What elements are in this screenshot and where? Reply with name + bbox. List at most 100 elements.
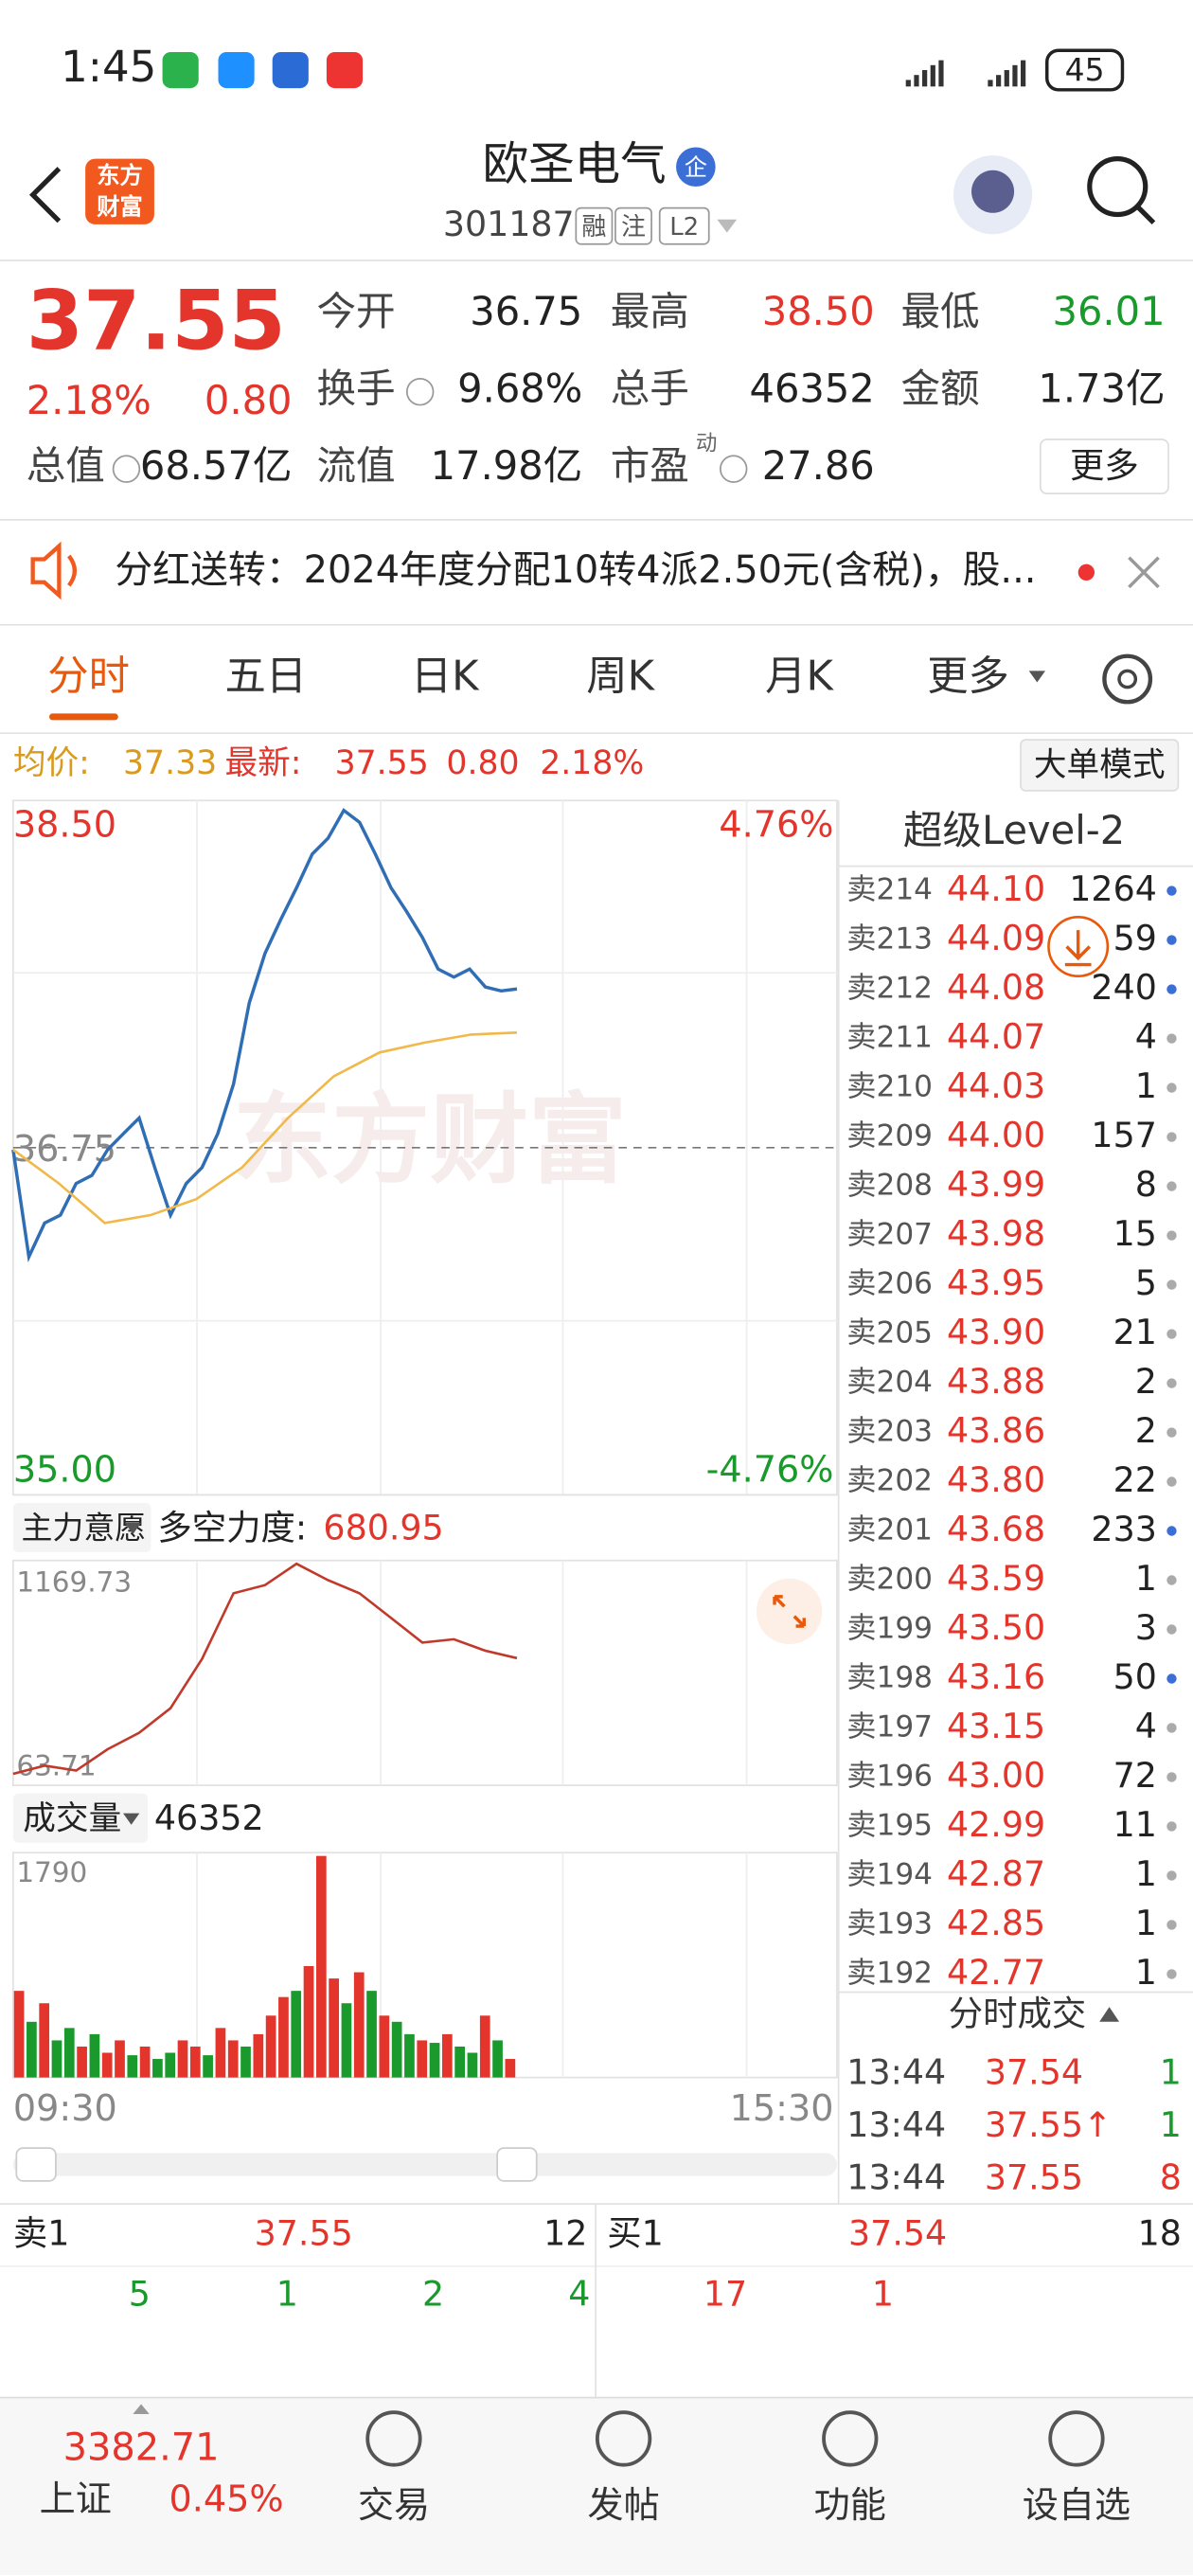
- field-value: 36.01: [1053, 288, 1166, 334]
- caret: [122, 1813, 140, 1825]
- back-button[interactable]: [28, 167, 62, 224]
- ask-dot: [1166, 1427, 1177, 1438]
- ask-price: 43.95: [947, 1262, 1045, 1303]
- volume-bar: [227, 2040, 239, 2078]
- ask-label: 卖200: [846, 1563, 933, 1597]
- volume-bar: [240, 2046, 251, 2078]
- volume-bar: [203, 2055, 213, 2078]
- ask-volume: 72: [1113, 1755, 1157, 1796]
- tag: L2: [669, 213, 699, 242]
- ask-price: 43.98: [947, 1213, 1045, 1254]
- expand-button[interactable]: [756, 1578, 823, 1645]
- nav-icon[interactable]: [1048, 2410, 1105, 2467]
- signal-bar: [905, 80, 911, 87]
- ask-price: 43.16: [947, 1656, 1045, 1697]
- chart-frame: [11, 1559, 838, 1787]
- ask-dot: [1166, 1181, 1177, 1191]
- volume-bar: [278, 1996, 289, 2078]
- ask-dot: [1166, 1575, 1177, 1585]
- ask-dot: [1166, 1723, 1177, 1733]
- nav-item: 设自选: [1023, 2484, 1131, 2526]
- nav-icon[interactable]: [822, 2410, 879, 2467]
- notice-dot: [1077, 564, 1095, 581]
- volume-bar: [366, 1991, 377, 2078]
- expand-icon: [773, 1595, 806, 1628]
- label: 1:45: [61, 42, 156, 92]
- nav-icon[interactable]: [595, 2410, 652, 2467]
- queue-volume: 1: [276, 2274, 298, 2315]
- bottom-nav: [0, 2397, 1193, 2575]
- settings-icon[interactable]: [1102, 653, 1153, 705]
- volume-bar: [139, 2046, 151, 2078]
- ask-label: 卖202: [846, 1464, 933, 1498]
- badge: [676, 147, 716, 188]
- tab: 更多: [927, 653, 1009, 701]
- x-tick-label: 15:30: [730, 2087, 834, 2129]
- ask-dot: [1166, 984, 1177, 994]
- label: 多空力度:: [157, 1507, 307, 1547]
- ask-label: 卖207: [846, 1218, 933, 1252]
- caret-up: [133, 2404, 150, 2414]
- ask-label: 卖208: [846, 1169, 933, 1203]
- download-icon: [1064, 930, 1092, 967]
- nav-icon[interactable]: [365, 2410, 422, 2467]
- queue-volume: 4: [568, 2274, 590, 2315]
- ask-volume: 22: [1113, 1459, 1157, 1500]
- mode-button[interactable]: [1020, 739, 1180, 792]
- more-button[interactable]: [1039, 438, 1169, 495]
- search-icon[interactable]: [1087, 155, 1148, 218]
- panel-title: 分时成交: [949, 1993, 1087, 2033]
- volume-bar: [253, 2033, 264, 2078]
- volume-bar: [391, 2021, 402, 2078]
- volume-bar: [13, 1991, 25, 2078]
- label: 0.80: [446, 744, 519, 782]
- field-value: 27.86: [762, 442, 875, 489]
- trade-volume: 1: [1160, 2052, 1182, 2093]
- ask-volume: 4: [1135, 1706, 1157, 1746]
- ask-label: 卖201: [846, 1513, 933, 1547]
- volume-bar: [265, 2015, 276, 2078]
- ask-price: 43.86: [947, 1410, 1045, 1451]
- ask-dot: [1166, 1821, 1177, 1832]
- trade-price: 37.55↑: [985, 2104, 1113, 2145]
- tab: 周K: [586, 653, 655, 701]
- label: 37.54: [848, 2213, 947, 2254]
- label: 37.55: [255, 2213, 353, 2254]
- field-label: 换手: [316, 366, 395, 412]
- label: 动: [696, 432, 718, 456]
- ask-volume: 5: [1135, 1262, 1157, 1303]
- volume-bar: [177, 2040, 188, 2078]
- index-value: 3382.71: [63, 2426, 220, 2470]
- ask-dot: [1166, 1082, 1177, 1093]
- indicator-select[interactable]: [12, 1503, 151, 1553]
- scroll-handle[interactable]: [15, 2147, 57, 2182]
- tab: 分时: [47, 653, 130, 701]
- tag: 融: [581, 213, 606, 242]
- ask-dot: [1166, 1476, 1177, 1487]
- x-tick-label: 09:30: [13, 2087, 117, 2129]
- tag-box: [575, 206, 614, 245]
- label: 680.95: [323, 1507, 443, 1547]
- field-value: 1.73亿: [1038, 366, 1165, 412]
- field-value: 17.98亿: [431, 442, 583, 489]
- volume-bar: [404, 2033, 415, 2078]
- ask-label: 卖199: [846, 1611, 933, 1645]
- volume-bar: [27, 2021, 37, 2078]
- y-tick-label: 1790: [16, 1856, 87, 1888]
- label: 买1: [607, 2213, 664, 2254]
- label: 成交量: [23, 1800, 121, 1838]
- close-icon[interactable]: [1128, 556, 1160, 589]
- volume-select[interactable]: [12, 1793, 148, 1843]
- ask-volume: 2: [1135, 1410, 1157, 1451]
- caret: [124, 1522, 142, 1534]
- ask-dot: [1166, 1526, 1177, 1536]
- trade-time: 13:44: [846, 2157, 946, 2198]
- label: 12: [543, 2213, 587, 2254]
- ask-price: 43.88: [947, 1361, 1045, 1402]
- tag-box: [658, 206, 710, 245]
- ask-volume: 59: [1113, 918, 1157, 958]
- ask-dot: [1166, 1230, 1177, 1241]
- field-label: 市盈: [611, 442, 689, 489]
- scroll-handle[interactable]: [496, 2147, 538, 2182]
